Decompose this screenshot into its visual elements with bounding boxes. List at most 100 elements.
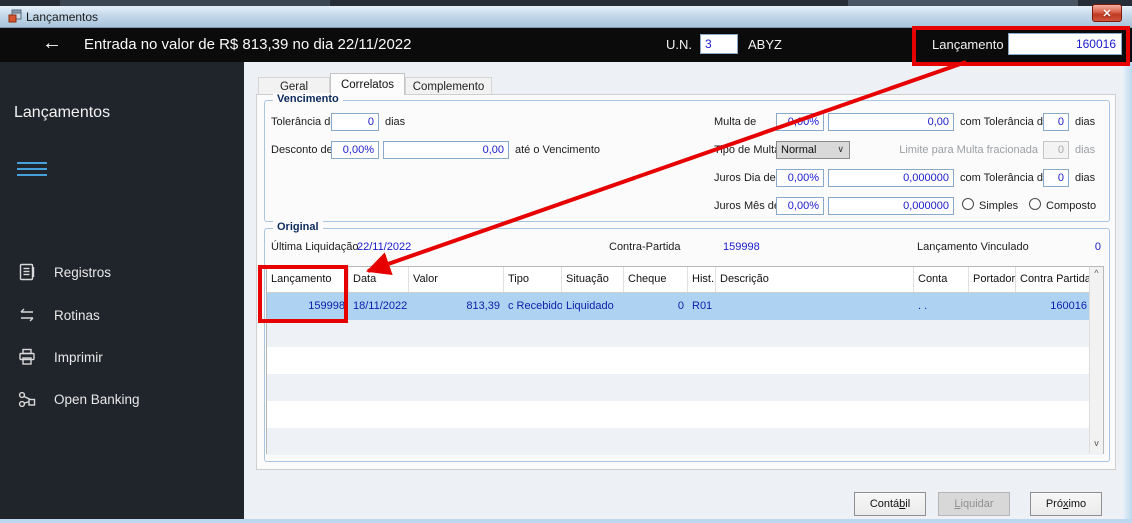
ate-vencimento-label: até o Vencimento: [515, 144, 601, 156]
tolerancia-input[interactable]: 0: [331, 113, 379, 131]
column-header[interactable]: Hist.: [688, 267, 716, 292]
sidebar-item-rotinas[interactable]: Rotinas: [0, 300, 244, 330]
titlebar: Lançamentos: [0, 6, 1132, 28]
tab-correlatos[interactable]: Correlatos: [330, 73, 405, 95]
window-right-border: [1122, 62, 1132, 519]
ultima-liquidacao-value: 22/11/2022: [357, 241, 412, 253]
table-row-empty[interactable]: [267, 374, 1103, 401]
juros-dia-tolerancia-input[interactable]: 0: [1043, 169, 1069, 187]
document-icon: [19, 263, 35, 281]
column-header[interactable]: Lançamento: [267, 267, 349, 292]
close-icon: ✕: [1102, 7, 1112, 20]
lancamentos-table: Lançamento Data Valor Tipo Situação Cheq…: [266, 266, 1104, 455]
cell-descricao[interactable]: [716, 293, 914, 320]
tab-geral[interactable]: Geral: [258, 77, 330, 95]
cell-cheque[interactable]: 0: [677, 300, 684, 312]
desconto-pct-input[interactable]: 0,00%: [331, 141, 379, 159]
contra-partida-value: 159998: [723, 241, 760, 253]
column-header[interactable]: Portador: [969, 267, 1016, 292]
sidebar-item-label: Registros: [54, 264, 112, 280]
window-title: Lançamentos: [26, 9, 99, 24]
back-arrow-icon[interactable]: ←: [42, 32, 62, 54]
limite-multa-input: 0: [1043, 141, 1069, 159]
table-row-empty[interactable]: [267, 401, 1103, 428]
column-header[interactable]: Situação: [562, 267, 624, 292]
scroll-up-icon[interactable]: ^: [1094, 268, 1099, 278]
multa-tolerancia-input[interactable]: 0: [1043, 113, 1069, 131]
juros-dia-label: Juros Dia de: [714, 172, 776, 184]
column-header[interactable]: Conta: [914, 267, 969, 292]
un-company-label: ABYZ: [748, 37, 782, 52]
juros-mes-label: Juros Mês de: [714, 200, 781, 212]
multa-valor-input[interactable]: 0,00: [828, 113, 954, 131]
close-button[interactable]: ✕: [1092, 4, 1122, 22]
juros-mes-pct-input[interactable]: 0,00%: [776, 197, 824, 215]
tab-complemento[interactable]: Complemento: [405, 77, 492, 95]
contra-partida-label: Contra-Partida: [609, 241, 681, 253]
original-group-title: Original: [273, 221, 323, 233]
sidebar-title: Lançamentos: [14, 104, 111, 121]
cell-data[interactable]: 18/11/2022: [353, 300, 408, 312]
table-vertical-scrollbar[interactable]: ^ v: [1089, 267, 1103, 453]
column-header[interactable]: Data: [349, 267, 409, 292]
vencimento-group-title: Vencimento: [273, 93, 343, 105]
limite-multa-label: Limite para Multa fracionada: [899, 144, 1038, 156]
column-header[interactable]: Cheque: [624, 267, 688, 292]
desconto-valor-input[interactable]: 0,00: [383, 141, 509, 159]
cell-valor[interactable]: 813,39: [466, 300, 500, 312]
column-header[interactable]: Contra Partida: [1020, 273, 1091, 285]
table-row-selected[interactable]: 159998 18/11/2022 813,39 c Recebido Liqu…: [267, 293, 1103, 320]
app-window-icon: [8, 9, 22, 23]
cell-hist[interactable]: R01: [692, 300, 713, 312]
composto-radio[interactable]: [1029, 198, 1041, 210]
cell-situacao[interactable]: Liquidado: [566, 300, 614, 312]
cell-lancamento[interactable]: 159998: [308, 300, 345, 312]
hamburger-menu-icon[interactable]: [17, 162, 47, 176]
dias-label: dias: [1075, 172, 1096, 184]
sidebar-item-label: Rotinas: [54, 307, 100, 323]
contabil-button[interactable]: Contá b il: [854, 492, 926, 516]
table-row-empty[interactable]: [267, 347, 1103, 374]
cell-conta[interactable]: . .: [918, 300, 928, 312]
multa-pct-input[interactable]: 0,00%: [776, 113, 824, 131]
sidebar-item-registros[interactable]: Registros: [0, 257, 244, 287]
cell-tipo[interactable]: c Recebido: [508, 300, 562, 312]
window-bottom-border: [0, 519, 1132, 523]
table-row-empty[interactable]: [267, 428, 1103, 455]
column-header[interactable]: Tipo: [504, 267, 562, 292]
com-tolerancia-label: com Tolerância de: [960, 172, 1050, 184]
proximo-button[interactable]: Pró x imo: [1030, 492, 1102, 516]
un-label: U.N.: [666, 37, 692, 52]
sidebar-item-open-banking[interactable]: Open Banking: [0, 384, 244, 414]
com-tolerancia-label: com Tolerância de: [960, 116, 1050, 128]
column-header[interactable]: Valor: [409, 267, 504, 292]
cell-portador[interactable]: [969, 293, 1016, 320]
multa-label: Multa de: [714, 116, 757, 128]
sidebar-item-label: Open Banking: [54, 391, 140, 407]
lancamento-number-input[interactable]: 160016: [1008, 33, 1122, 55]
scroll-down-icon[interactable]: v: [1094, 438, 1099, 448]
cell-contra-partida[interactable]: 160016: [1050, 300, 1087, 312]
dias-label: dias: [1075, 116, 1096, 128]
column-header[interactable]: Descrição: [716, 267, 914, 292]
table-header-row: Lançamento Data Valor Tipo Situação Cheq…: [267, 267, 1103, 293]
lancamento-label: Lançamento: [932, 37, 1004, 52]
juros-mes-valor-input[interactable]: 0,000000: [828, 197, 954, 215]
lancamento-vinculado-value: 0: [1094, 241, 1101, 253]
swap-arrows-icon: [20, 308, 34, 322]
juros-dia-pct-input[interactable]: 0,00%: [776, 169, 824, 187]
dias-label: dias: [385, 116, 406, 128]
background-window-sliver: [0, 0, 1132, 6]
table-row-empty[interactable]: [267, 320, 1103, 347]
printer-icon: [19, 348, 35, 365]
composto-label: Composto: [1046, 200, 1097, 212]
app-header: ← Entrada no valor de R$ 813,39 no dia 2…: [0, 28, 1132, 62]
sidebar-item-imprimir[interactable]: Imprimir: [0, 342, 244, 372]
dias-label: dias: [1075, 144, 1096, 156]
juros-dia-valor-input[interactable]: 0,000000: [828, 169, 954, 187]
tipo-multa-label: Tipo de Multa: [714, 144, 781, 156]
un-input[interactable]: 3: [700, 34, 738, 54]
simples-radio[interactable]: [962, 198, 974, 210]
